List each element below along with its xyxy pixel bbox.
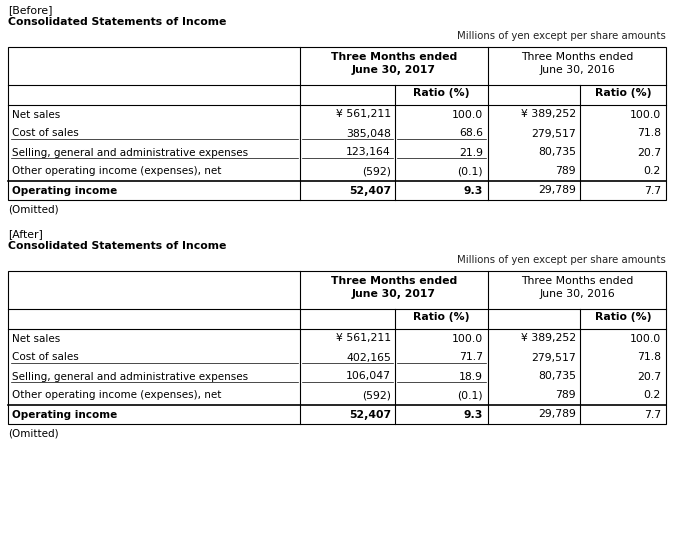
Text: (592): (592) [362, 390, 391, 401]
Text: 68.6: 68.6 [459, 128, 483, 139]
Text: 7.7: 7.7 [644, 186, 661, 195]
Text: 279,517: 279,517 [531, 128, 576, 139]
Text: Operating income: Operating income [12, 410, 117, 419]
Text: [Before]: [Before] [8, 5, 53, 15]
Text: Consolidated Statements of Income: Consolidated Statements of Income [8, 241, 226, 251]
Text: [After]: [After] [8, 229, 43, 239]
Text: 29,789: 29,789 [538, 410, 576, 419]
Text: 100.0: 100.0 [452, 334, 483, 343]
Text: 52,407: 52,407 [349, 410, 391, 419]
Text: (0.1): (0.1) [458, 390, 483, 401]
Text: 0.2: 0.2 [644, 167, 661, 176]
Text: June 30, 2016: June 30, 2016 [539, 65, 615, 75]
Text: Operating income: Operating income [12, 186, 117, 195]
Text: Net sales: Net sales [12, 110, 60, 120]
Text: Selling, general and administrative expenses: Selling, general and administrative expe… [12, 371, 248, 382]
Text: 123,164: 123,164 [346, 147, 391, 157]
Text: Net sales: Net sales [12, 334, 60, 343]
Text: Cost of sales: Cost of sales [12, 128, 79, 139]
Text: 71.7: 71.7 [459, 353, 483, 363]
Text: 18.9: 18.9 [459, 371, 483, 382]
Text: Cost of sales: Cost of sales [12, 353, 79, 363]
Text: 7.7: 7.7 [644, 410, 661, 419]
Text: June 30, 2016: June 30, 2016 [539, 289, 615, 299]
Bar [8, 271, 666, 424]
Text: 100.0: 100.0 [452, 110, 483, 120]
Text: (592): (592) [362, 167, 391, 176]
Text: June 30, 2017: June 30, 2017 [352, 65, 436, 75]
Text: ¥ 389,252: ¥ 389,252 [521, 110, 576, 120]
Text: (0.1): (0.1) [458, 167, 483, 176]
Text: Other operating income (expenses), net: Other operating income (expenses), net [12, 167, 221, 176]
Text: Ratio (%): Ratio (%) [413, 88, 470, 98]
Text: Ratio (%): Ratio (%) [594, 88, 651, 98]
Text: ¥ 389,252: ¥ 389,252 [521, 334, 576, 343]
Text: ¥ 561,211: ¥ 561,211 [336, 110, 391, 120]
Text: 20.7: 20.7 [637, 371, 661, 382]
Text: Consolidated Statements of Income: Consolidated Statements of Income [8, 17, 226, 27]
Text: Three Months ended: Three Months ended [331, 52, 457, 62]
Text: Millions of yen except per share amounts: Millions of yen except per share amounts [457, 255, 666, 265]
Text: 106,047: 106,047 [346, 371, 391, 382]
Text: Other operating income (expenses), net: Other operating income (expenses), net [12, 390, 221, 401]
Text: (Omitted): (Omitted) [8, 205, 59, 215]
Text: 100.0: 100.0 [630, 334, 661, 343]
Text: 80,735: 80,735 [538, 371, 576, 382]
Text: Ratio (%): Ratio (%) [594, 312, 651, 322]
Text: Three Months ended: Three Months ended [331, 276, 457, 286]
Text: 402,165: 402,165 [346, 353, 391, 363]
Text: 789: 789 [555, 167, 576, 176]
Text: 100.0: 100.0 [630, 110, 661, 120]
Text: 279,517: 279,517 [531, 353, 576, 363]
Text: ¥ 561,211: ¥ 561,211 [336, 334, 391, 343]
Bar [8, 47, 666, 200]
Text: 71.8: 71.8 [637, 353, 661, 363]
Text: Three Months ended: Three Months ended [521, 276, 633, 286]
Text: 0.2: 0.2 [644, 390, 661, 401]
Text: 9.3: 9.3 [464, 410, 483, 419]
Text: Selling, general and administrative expenses: Selling, general and administrative expe… [12, 147, 248, 157]
Text: 71.8: 71.8 [637, 128, 661, 139]
Text: Three Months ended: Three Months ended [521, 52, 633, 62]
Text: 80,735: 80,735 [538, 147, 576, 157]
Text: June 30, 2017: June 30, 2017 [352, 289, 436, 299]
Text: Ratio (%): Ratio (%) [413, 312, 470, 322]
Text: 385,048: 385,048 [346, 128, 391, 139]
Text: 789: 789 [555, 390, 576, 401]
Text: 21.9: 21.9 [459, 147, 483, 157]
Text: 29,789: 29,789 [538, 186, 576, 195]
Text: 52,407: 52,407 [349, 186, 391, 195]
Text: (Omitted): (Omitted) [8, 429, 59, 439]
Text: 20.7: 20.7 [637, 147, 661, 157]
Text: 9.3: 9.3 [464, 186, 483, 195]
Text: Millions of yen except per share amounts: Millions of yen except per share amounts [457, 31, 666, 41]
